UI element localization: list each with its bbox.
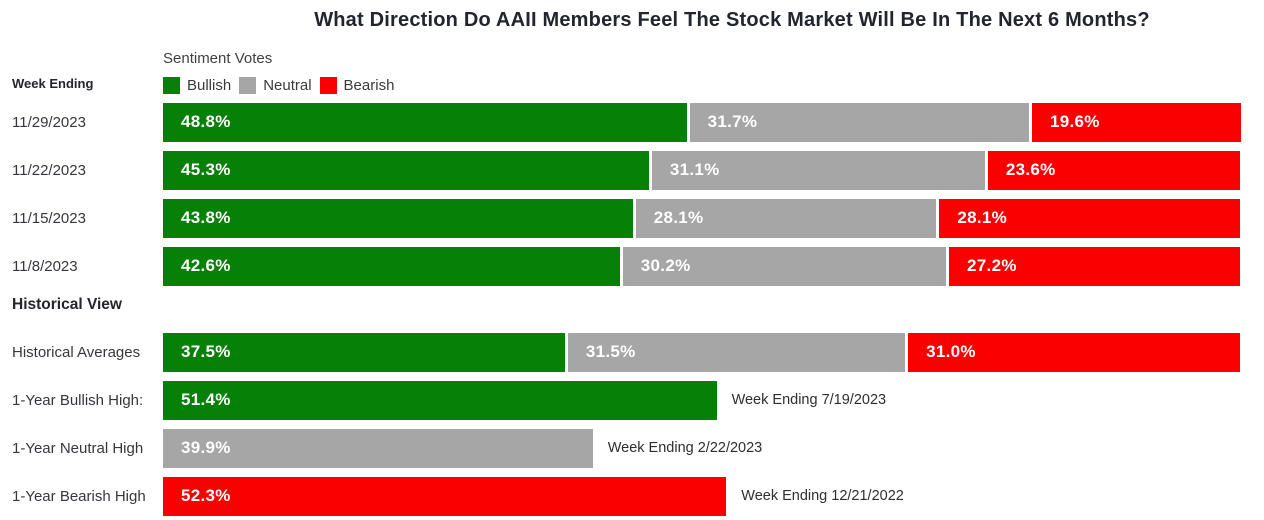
legend-label: Bearish <box>343 77 395 94</box>
bar-value-label: 27.2% <box>967 256 1017 275</box>
bar-track: 42.6% 30.2% 27.2% <box>163 246 1240 286</box>
bar-value-label: 28.1% <box>653 208 704 227</box>
bar-segment-bullish: 51.4% <box>163 380 717 420</box>
chart-header-row: Week Ending Sentiment Votes Bullish Neutr… <box>0 50 1240 94</box>
bar-segment-bullish: 48.8% <box>163 102 687 142</box>
legend-label: Neutral <box>263 77 312 94</box>
bar-value-label: 43.8% <box>181 208 231 227</box>
row-label: 11/22/2023 <box>12 161 86 179</box>
bar-segment-bearish: 28.1% <box>939 198 1240 238</box>
label-column-header: Week Ending <box>0 50 163 94</box>
weekly-rows-group: 11/29/2023 48.8% 31.7% 19.6% 11/22/2023 45.3%… <box>0 98 1242 290</box>
legend-swatch-neutral <box>239 77 257 94</box>
bar-value-label: 31.7% <box>707 112 758 131</box>
chart-row: 1-Year Bullish High: 51.4% Week Ending 7/1… <box>0 376 1240 424</box>
bar-track: 43.8% 28.1% 28.1% <box>163 198 1240 238</box>
bar-segment-neutral: 31.1% <box>651 150 985 190</box>
legend-label: Bullish <box>187 77 232 94</box>
legend-swatch-bearish <box>319 77 337 94</box>
historical-view-header: Historical View <box>12 296 122 313</box>
row-label: 11/29/2023 <box>12 113 86 131</box>
chart-row: 11/22/2023 45.3% 31.1% 23.6% <box>0 146 1240 194</box>
bar-segment-bearish: 27.2% <box>949 246 1240 286</box>
legend-title: Sentiment Votes <box>163 50 273 67</box>
bar-value-label: 28.1% <box>957 208 1008 227</box>
chart-row: 11/15/2023 43.8% 28.1% 28.1% <box>0 194 1240 242</box>
row-label: Historical Averages <box>12 343 141 361</box>
bar-segment-neutral: 28.1% <box>635 198 937 238</box>
bar-track: 48.8% 31.7% 19.6% <box>163 102 1242 142</box>
bar-annotation: Week Ending 2/22/2023 <box>607 440 763 456</box>
legend: Bullish Neutral Bearish <box>163 77 1240 94</box>
row-label: 1-Year Neutral High <box>12 439 144 457</box>
bar-segment-neutral: 31.5% <box>567 332 906 372</box>
bar-value-label: 23.6% <box>1005 160 1056 179</box>
bar-value-label: 45.3% <box>181 160 231 179</box>
bar-segment-bearish: 52.3% <box>163 476 727 516</box>
bar-segment-bearish: 19.6% <box>1031 102 1242 142</box>
bar-value-label: 37.5% <box>181 342 231 361</box>
bar-track: 37.5% 31.5% 31.0% <box>163 332 1240 372</box>
legend-swatch-bullish <box>163 77 180 94</box>
chart-row: 11/8/2023 42.6% 30.2% 27.2% <box>0 242 1240 290</box>
bar-value-label: 19.6% <box>1049 112 1100 131</box>
bar-annotation: Week Ending 7/19/2023 <box>731 392 887 408</box>
chart-row: 1-Year Bearish High 52.3% Week Ending 12/2… <box>0 472 1240 520</box>
bar-value-label: 51.4% <box>181 390 231 409</box>
chart-row: 1-Year Neutral High 39.9% Week Ending 2/22… <box>0 424 1240 472</box>
chart-row: 11/29/2023 48.8% 31.7% 19.6% <box>0 98 1242 146</box>
row-label: 1-Year Bullish High: <box>12 391 144 409</box>
legend-item-neutral[interactable]: Neutral <box>239 77 312 94</box>
bar-segment-neutral: 30.2% <box>622 246 947 286</box>
bar-value-label: 39.9% <box>181 438 231 457</box>
historical-rows-group: Historical Averages 37.5% 31.5% 31.0% 1-Year… <box>0 328 1240 520</box>
week-ending-header: Week Ending <box>12 76 94 91</box>
chart-title-wrap: What Direction Do AAII Members Feel The … <box>200 0 1264 32</box>
row-label: 11/15/2023 <box>12 209 86 227</box>
bar-value-label: 42.6% <box>181 256 231 275</box>
legend-item-bullish[interactable]: Bullish <box>163 77 231 94</box>
legend-item-bearish[interactable]: Bearish <box>319 77 395 94</box>
bar-segment-bullish: 42.6% <box>163 246 620 286</box>
bar-track: 39.9% Week Ending 2/22/2023 <box>163 428 1240 468</box>
bar-value-label: 48.8% <box>181 112 231 131</box>
chart-title: What Direction Do AAII Members Feel The … <box>314 9 1150 31</box>
bar-value-label: 52.3% <box>181 486 231 505</box>
sentiment-chart: Week Ending Sentiment Votes Bullish Neutr… <box>0 50 1264 520</box>
bar-segment-bullish: 45.3% <box>163 150 649 190</box>
bar-track: 52.3% Week Ending 12/21/2022 <box>163 476 1240 516</box>
bar-segment-neutral: 31.7% <box>689 102 1029 142</box>
row-label: 11/8/2023 <box>12 257 78 275</box>
bar-value-label: 31.0% <box>926 342 976 361</box>
bar-segment-bullish: 43.8% <box>163 198 633 238</box>
bar-segment-bullish: 37.5% <box>163 332 565 372</box>
row-label: 1-Year Bearish High <box>12 487 146 505</box>
legend-area: Sentiment Votes Bullish Neutral Bearish <box>163 50 1240 94</box>
bar-track: 51.4% Week Ending 7/19/2023 <box>163 380 1240 420</box>
bar-value-label: 31.5% <box>585 342 636 361</box>
bar-segment-bearish: 23.6% <box>987 150 1240 190</box>
bar-value-label: 31.1% <box>669 160 720 179</box>
bar-segment-neutral: 39.9% <box>163 428 593 468</box>
chart-row: Historical Averages 37.5% 31.5% 31.0% <box>0 328 1240 376</box>
bar-track: 45.3% 31.1% 23.6% <box>163 150 1240 190</box>
bar-annotation: Week Ending 12/21/2022 <box>741 488 904 504</box>
bar-value-label: 30.2% <box>640 256 691 275</box>
bar-segment-bearish: 31.0% <box>908 332 1240 372</box>
